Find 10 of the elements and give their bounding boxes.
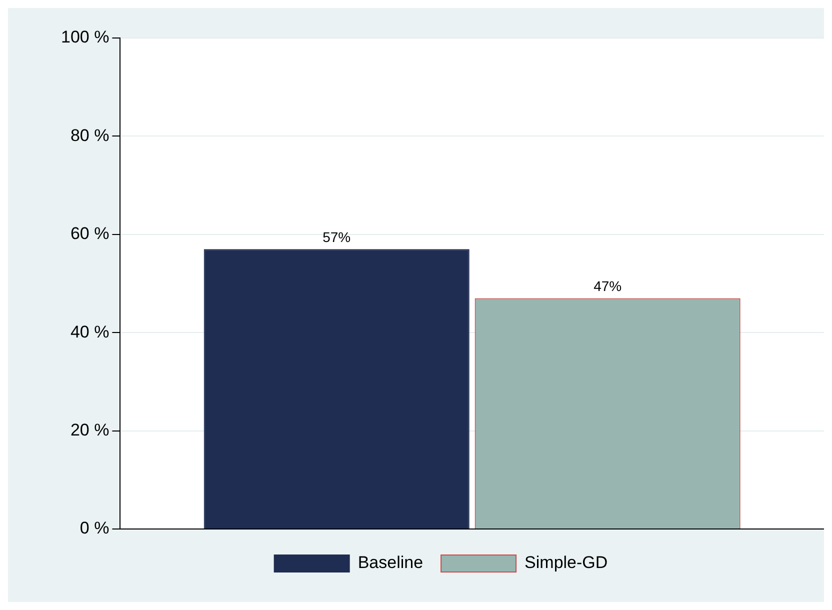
y-tick-label: 40 % <box>70 322 110 342</box>
data-label: 57% <box>322 228 351 245</box>
data-label: 47% <box>594 278 622 294</box>
y-tick-label: 20 % <box>70 420 110 440</box>
legend-label: Simple-GD <box>524 553 608 572</box>
y-tick-label: 0 % <box>80 518 110 538</box>
y-tick-label: 100 % <box>61 28 110 47</box>
y-tick-label: 80 % <box>70 126 110 145</box>
y-tick-label: 60 % <box>70 224 110 244</box>
legend-label: Baseline <box>358 553 424 572</box>
